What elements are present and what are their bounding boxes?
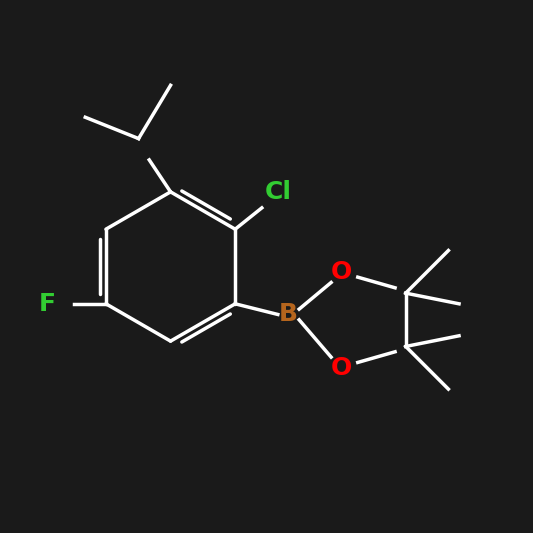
Text: Cl: Cl bbox=[264, 180, 292, 204]
Text: B: B bbox=[279, 302, 298, 327]
Text: O: O bbox=[331, 260, 352, 284]
Text: O: O bbox=[331, 356, 352, 380]
Text: F: F bbox=[39, 292, 56, 316]
